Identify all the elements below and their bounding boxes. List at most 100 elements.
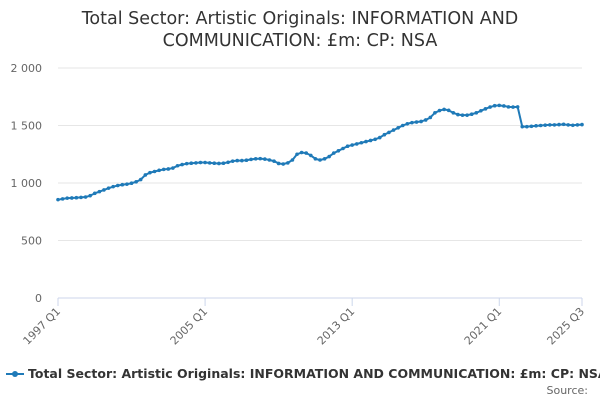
data-point [479, 108, 483, 113]
data-point [92, 191, 97, 196]
data-point [571, 123, 575, 128]
data-point [433, 111, 437, 115]
data-point [520, 124, 525, 129]
y-axis: 0 500 1 000 1 500 2 000 [11, 62, 43, 305]
data-point [529, 124, 534, 129]
data-point [138, 177, 143, 182]
data-point [442, 107, 446, 112]
data-point [263, 157, 267, 161]
data-point [391, 128, 396, 132]
data-point [221, 161, 226, 166]
chart-title-line-2: COMMUNICATION: £m: CP: NSA [162, 31, 438, 51]
data-point [318, 158, 322, 162]
data-point [97, 189, 102, 194]
data-point [175, 163, 180, 168]
data-point [345, 144, 350, 148]
data-point [373, 137, 377, 142]
data-point [194, 161, 198, 165]
data-point [474, 111, 479, 115]
data-point [115, 183, 120, 188]
data-point [497, 103, 502, 108]
data-point [336, 149, 341, 153]
data-point [299, 150, 304, 155]
x-tick-label: 2005 Q1 [168, 305, 211, 348]
data-point [423, 118, 428, 122]
data-point [217, 161, 221, 166]
data-point [83, 195, 88, 199]
data-point [575, 123, 580, 127]
data-point [60, 197, 65, 201]
data-point [276, 161, 281, 166]
data-point [134, 180, 138, 184]
data-point [143, 173, 148, 177]
data-point [322, 157, 327, 161]
data-point [538, 123, 543, 128]
data-point [483, 107, 488, 111]
data-point [506, 105, 511, 109]
data-point [534, 124, 538, 128]
data-point [304, 151, 309, 155]
series-line [57, 104, 583, 201]
data-point [446, 108, 451, 113]
data-point [281, 162, 286, 166]
data-point [465, 113, 469, 117]
data-point [267, 158, 272, 162]
data-point [258, 156, 263, 161]
data-point [184, 161, 189, 166]
chart-title-line-1: Total Sector: Artistic Originals: INFORM… [81, 9, 519, 29]
data-point [166, 167, 171, 171]
data-point [331, 151, 336, 155]
data-point [327, 154, 331, 159]
data-point [359, 140, 364, 145]
data-point [249, 157, 253, 162]
data-point [79, 195, 83, 200]
data-point [469, 112, 474, 117]
x-tick-label: 2013 Q1 [315, 305, 358, 348]
y-tick-label: 2 000 [11, 62, 43, 75]
x-axis: 1997 Q1 2005 Q1 2013 Q1 2021 Q1 2025 Q3 [21, 297, 587, 348]
data-point [65, 196, 69, 200]
data-point [525, 124, 529, 129]
data-point [387, 130, 391, 135]
data-point [56, 197, 60, 202]
data-point [515, 105, 520, 109]
data-point [189, 161, 194, 166]
data-point [272, 159, 276, 163]
data-point [561, 122, 566, 127]
data-point [111, 184, 115, 189]
series-layer [56, 103, 584, 202]
data-point [106, 186, 111, 190]
data-point [410, 120, 414, 125]
data-point [396, 126, 400, 130]
data-point [180, 162, 184, 167]
data-point [235, 158, 240, 163]
y-tick-label: 0 [35, 292, 42, 305]
data-point [171, 166, 175, 170]
chart-title: Total Sector: Artistic Originals: INFORM… [0, 8, 600, 52]
data-point [230, 159, 235, 163]
data-point [419, 119, 423, 124]
x-tick-label: 2021 Q1 [462, 305, 505, 348]
data-point [377, 135, 382, 140]
legend-label: Total Sector: Artistic Originals: INFORM… [28, 366, 600, 381]
data-point [152, 169, 157, 174]
data-point [354, 142, 359, 146]
data-point [460, 113, 465, 117]
data-point [148, 170, 152, 175]
data-point [502, 104, 506, 108]
data-point [212, 161, 217, 166]
data-point [74, 195, 79, 200]
data-point [437, 108, 442, 113]
legend[interactable]: Total Sector: Artistic Originals: INFORM… [6, 366, 600, 381]
y-tick-label: 500 [21, 235, 42, 248]
data-point [368, 138, 373, 143]
data-point [129, 181, 134, 186]
data-point [552, 123, 557, 127]
data-point [580, 122, 584, 127]
data-point [157, 168, 161, 173]
data-point [240, 158, 244, 163]
y-tick-label: 1 000 [11, 177, 43, 190]
data-point [511, 105, 515, 109]
legend-line-marker-icon [6, 367, 24, 381]
data-point [456, 112, 460, 117]
